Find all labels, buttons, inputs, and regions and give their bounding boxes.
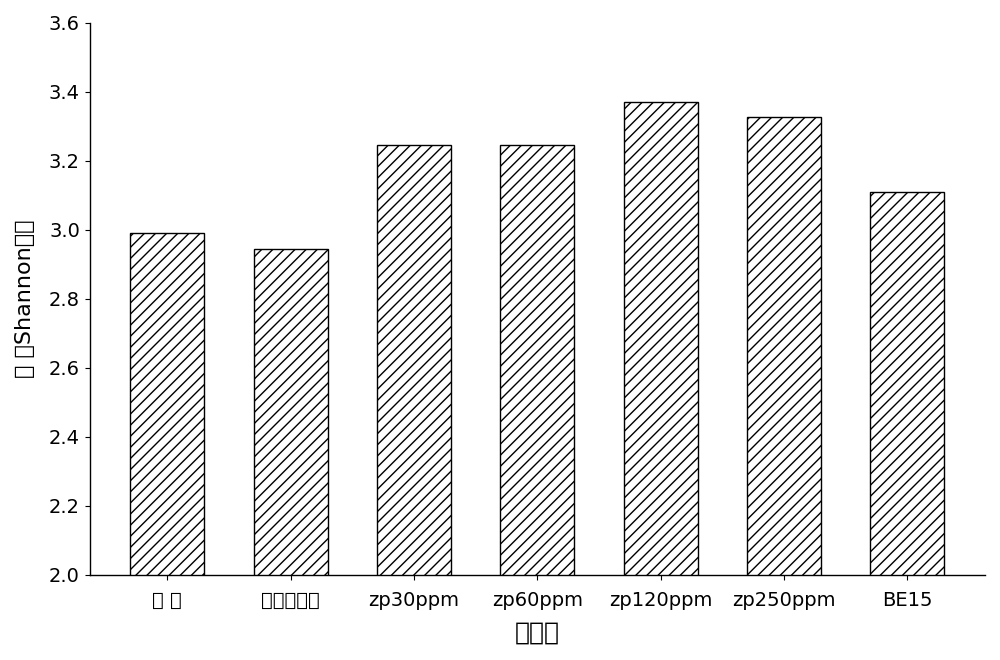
Bar — [747, 117, 821, 660]
Bar — [254, 249, 328, 660]
Bar — [624, 102, 698, 660]
Bar — [130, 233, 204, 660]
Y-axis label: 底 泥Shannon指数: 底 泥Shannon指数 — [15, 220, 35, 378]
Bar — [377, 145, 451, 660]
Bar — [500, 145, 574, 660]
Bar — [870, 191, 944, 660]
X-axis label: 实验组: 实验组 — [515, 621, 560, 645]
